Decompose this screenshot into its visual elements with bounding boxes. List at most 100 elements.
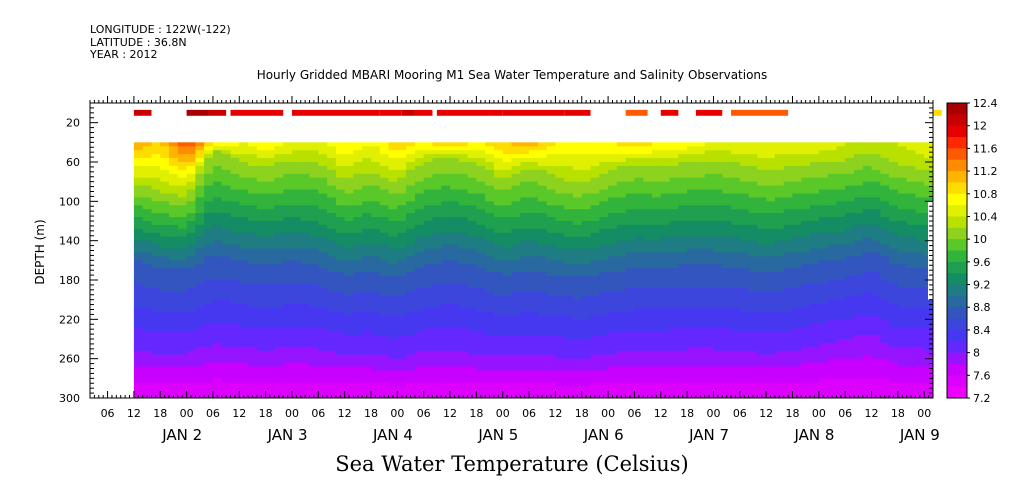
- heat-cell: [748, 354, 758, 360]
- heat-cell: [169, 331, 179, 336]
- heat-cell: [335, 224, 346, 230]
- heat-cell: [660, 205, 671, 210]
- heat-cell: [572, 224, 583, 230]
- heat-cell: [678, 287, 688, 293]
- heat-cell: [309, 205, 319, 210]
- heat-cell: [792, 173, 802, 179]
- heat-cell: [687, 158, 697, 163]
- heat-cell: [212, 319, 223, 324]
- heat-cell: [572, 362, 583, 368]
- heat-cell: [608, 299, 618, 305]
- heat-cell: [239, 217, 249, 222]
- heat-cell: [133, 283, 144, 289]
- heat-cell: [704, 181, 715, 187]
- heat-cell: [239, 248, 249, 254]
- heat-cell: [485, 197, 495, 202]
- heat-cell: [669, 181, 679, 187]
- heat-cell: [169, 319, 179, 324]
- heat-cell: [467, 181, 477, 187]
- heat-cell: [309, 303, 319, 309]
- heat-cell: [511, 248, 521, 254]
- heat-cell: [599, 256, 609, 261]
- heat-cell: [186, 232, 196, 238]
- heat-cell: [230, 252, 240, 257]
- heat-cell: [669, 335, 679, 340]
- heat-cell: [450, 311, 460, 316]
- heat-cell: [195, 252, 205, 257]
- heat-cell: [397, 319, 407, 324]
- heat-cell: [739, 291, 750, 297]
- heat-cell: [344, 189, 355, 195]
- heat-cell: [616, 287, 627, 293]
- heat-cell: [660, 339, 671, 344]
- heat-cell: [502, 228, 513, 234]
- heat-cell: [133, 366, 144, 372]
- heat-cell: [186, 209, 196, 214]
- heat-cell: [274, 173, 284, 179]
- heat-cell: [564, 264, 574, 269]
- heat-cell: [537, 303, 548, 309]
- heat-cell: [572, 287, 583, 293]
- heat-cell: [537, 213, 548, 218]
- heat-cell: [493, 150, 504, 155]
- heat-cell: [520, 350, 530, 356]
- heat-cell: [502, 382, 513, 387]
- heat-cell: [291, 311, 302, 316]
- heat-cell: [590, 331, 600, 336]
- heat-cell: [274, 154, 284, 159]
- heat-cell: [327, 264, 337, 269]
- heat-cell: [590, 280, 600, 285]
- heat-cell: [195, 331, 205, 336]
- heat-cell: [467, 280, 477, 285]
- heat-cell: [485, 386, 495, 391]
- heat-cell: [423, 370, 434, 375]
- heat-cell: [774, 162, 785, 167]
- heat-cell: [309, 154, 319, 159]
- heat-cell: [634, 264, 644, 269]
- heat-cell: [397, 390, 407, 395]
- heat-cell: [511, 374, 521, 379]
- heat-cell: [529, 276, 539, 281]
- heat-cell: [529, 142, 539, 147]
- heat-cell: [414, 217, 425, 222]
- heat-cell: [581, 299, 592, 305]
- heat-cell: [581, 217, 592, 222]
- heat-cell: [300, 354, 311, 360]
- heat-cell: [133, 319, 144, 324]
- heat-cell: [309, 197, 319, 202]
- heat-cell: [801, 315, 811, 320]
- heat-cell: [379, 240, 390, 246]
- heat-cell: [572, 382, 583, 387]
- heat-cell: [511, 382, 521, 387]
- heat-cell: [590, 315, 600, 320]
- heat-cell: [801, 146, 811, 151]
- heat-cell: [476, 165, 486, 171]
- heat-cell: [151, 189, 161, 195]
- heat-cell: [520, 228, 530, 234]
- heat-cell: [397, 154, 407, 159]
- heat-cell: [555, 260, 565, 265]
- heat-cell: [643, 350, 653, 356]
- heat-cell: [704, 177, 715, 183]
- heat-cell: [713, 335, 723, 340]
- heat-cell: [195, 335, 205, 340]
- heat-cell: [169, 382, 179, 387]
- heat-cell: [344, 146, 355, 151]
- heat-cell: [625, 224, 636, 230]
- heat-cell: [652, 244, 662, 250]
- heat-cell: [371, 213, 381, 218]
- heat-cell: [652, 362, 662, 368]
- heat-cell: [731, 358, 741, 364]
- heat-cell: [520, 331, 530, 336]
- heat-cell: [432, 213, 442, 218]
- heat-cell: [423, 260, 434, 265]
- heat-cell: [204, 181, 214, 187]
- heat-cell: [546, 228, 557, 234]
- heat-cell: [142, 169, 153, 175]
- heat-cell: [774, 374, 785, 379]
- heat-cell: [722, 213, 732, 218]
- heat-cell: [327, 177, 337, 183]
- heat-cell: [625, 342, 636, 348]
- heat-cell: [291, 280, 302, 285]
- heat-cell: [783, 295, 794, 301]
